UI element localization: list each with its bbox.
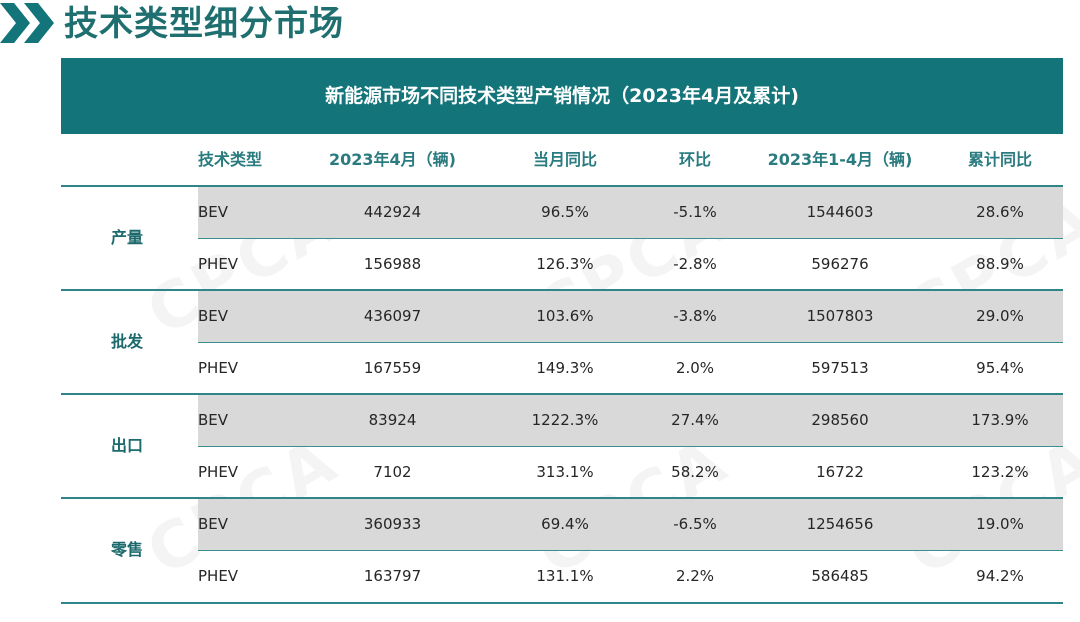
cell-mom: -2.8%: [673, 255, 717, 273]
cell-ytd: 1254656: [806, 515, 874, 533]
table-bottom-divider: [61, 602, 1063, 604]
cell-month: 436097: [363, 307, 422, 325]
group-label: 批发: [111, 332, 144, 351]
cell-yoy: 69.4%: [541, 515, 589, 533]
table-title-banner: 新能源市场不同技术类型产销情况（2023年4月及累计): [61, 58, 1063, 134]
cell-type: PHEV: [198, 463, 239, 481]
row-divider: [198, 550, 1063, 551]
cell-yoy: 103.6%: [536, 307, 594, 325]
table-header: 技术类型 2023年4月（辆) 当月同比 环比 2023年1-4月（辆) 累计同…: [0, 134, 1080, 186]
group-export: 出口 BEV 83924 1222.3% 27.4% 298560 173.9%…: [0, 393, 1080, 498]
cell-mom: 2.0%: [675, 359, 715, 377]
cell-type: BEV: [198, 411, 229, 429]
cell-yoy: 149.3%: [536, 359, 594, 377]
cell-yoy: 126.3%: [536, 255, 594, 273]
cell-month: 163797: [363, 567, 422, 585]
cell-yoy: 1222.3%: [531, 411, 599, 429]
table-row: BEV 360933 69.4% -6.5% 1254656 19.0%: [198, 499, 1063, 551]
cell-type: BEV: [198, 307, 229, 325]
group-wholesale: 批发 BEV 436097 103.6% -3.8% 1507803 29.0%…: [0, 289, 1080, 394]
group-label: 零售: [111, 540, 144, 559]
row-divider: [198, 446, 1063, 447]
table-row: BEV 436097 103.6% -3.8% 1507803 29.0%: [198, 291, 1063, 343]
table-body: 产量 BEV 442924 96.5% -5.1% 1544603 28.6% …: [0, 185, 1080, 604]
cell-ytd-yoy: 94.2%: [976, 567, 1024, 585]
cell-ytd: 597513: [811, 359, 869, 377]
cell-ytd-yoy: 29.0%: [976, 307, 1024, 325]
cell-month: 156988: [363, 255, 422, 273]
cell-month: 7102: [373, 463, 412, 481]
table-row: PHEV 7102 313.1% 58.2% 16722 123.2%: [198, 447, 1063, 498]
cell-ytd-yoy: 123.2%: [971, 463, 1029, 481]
group-retail: 零售 BEV 360933 69.4% -6.5% 1254656 19.0% …: [0, 497, 1080, 604]
cell-mom: -5.1%: [673, 203, 717, 221]
cell-ytd: 596276: [811, 255, 869, 273]
table-row: PHEV 167559 149.3% 2.0% 597513 95.4%: [198, 343, 1063, 394]
cell-type: PHEV: [198, 567, 239, 585]
cell-ytd-yoy: 95.4%: [976, 359, 1024, 377]
row-divider: [198, 238, 1063, 239]
cell-ytd: 16722: [816, 463, 864, 481]
header-ytd: 2023年1-4月（辆): [767, 150, 913, 169]
group-divider: [61, 497, 1063, 499]
cell-type: PHEV: [198, 255, 239, 273]
cell-mom: 58.2%: [671, 463, 719, 481]
table-row: BEV 442924 96.5% -5.1% 1544603 28.6%: [198, 187, 1063, 239]
cell-type: PHEV: [198, 359, 239, 377]
header-type: 技术类型: [198, 150, 263, 169]
cell-yoy: 96.5%: [541, 203, 589, 221]
cell-month: 360933: [363, 515, 422, 533]
group-divider: [61, 185, 1063, 187]
table-row: PHEV 163797 131.1% 2.2% 586485 94.2%: [198, 551, 1063, 602]
cell-yoy: 313.1%: [536, 463, 594, 481]
row-divider: [198, 342, 1063, 343]
cell-ytd-yoy: 19.0%: [976, 515, 1024, 533]
group-production: 产量 BEV 442924 96.5% -5.1% 1544603 28.6% …: [0, 185, 1080, 290]
cell-month: 83924: [368, 411, 417, 429]
header-mom: 环比: [678, 150, 711, 169]
header-month: 2023年4月（辆): [329, 150, 456, 169]
cell-ytd: 298560: [811, 411, 869, 429]
double-chevron-icon: [0, 3, 54, 43]
cell-ytd-yoy: 88.9%: [976, 255, 1024, 273]
cell-ytd-yoy: 28.6%: [976, 203, 1024, 221]
group-label: 出口: [111, 436, 144, 455]
cell-ytd-yoy: 173.9%: [971, 411, 1029, 429]
cell-ytd: 586485: [811, 567, 869, 585]
cell-mom: -6.5%: [673, 515, 717, 533]
cell-month: 167559: [363, 359, 422, 377]
cell-mom: 27.4%: [671, 411, 719, 429]
page-title: 技术类型细分市场: [64, 4, 344, 44]
group-divider: [61, 393, 1063, 395]
cell-type: BEV: [198, 515, 229, 533]
header-ytd-yoy: 累计同比: [967, 150, 1032, 169]
cell-ytd: 1507803: [806, 307, 874, 325]
cell-mom: 2.2%: [675, 567, 715, 585]
cell-ytd: 1544603: [806, 203, 874, 221]
table-row: BEV 83924 1222.3% 27.4% 298560 173.9%: [198, 395, 1063, 447]
cell-mom: -3.8%: [673, 307, 717, 325]
group-label: 产量: [111, 228, 144, 247]
header-yoy: 当月同比: [532, 150, 597, 169]
group-divider: [61, 289, 1063, 291]
cell-month: 442924: [363, 203, 422, 221]
cell-type: BEV: [198, 203, 229, 221]
table-row: PHEV 156988 126.3% -2.8% 596276 88.9%: [198, 239, 1063, 290]
cell-yoy: 131.1%: [536, 567, 594, 585]
